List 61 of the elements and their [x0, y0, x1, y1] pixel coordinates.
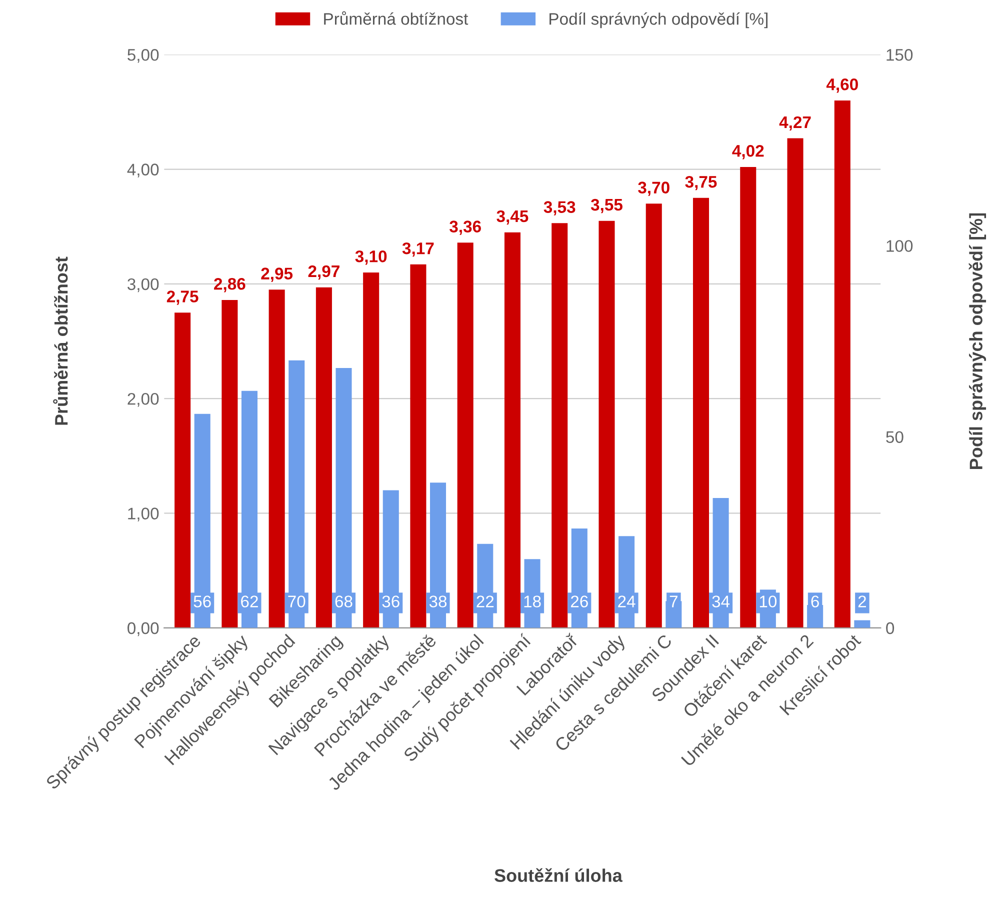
bar	[504, 232, 520, 628]
data-label: 2,75	[166, 290, 198, 305]
data-label: 4,60	[826, 78, 858, 93]
x-axis-title: Soutěžní úloha	[494, 868, 623, 882]
data-label: 3,45	[496, 210, 528, 225]
y-tick-label: 0,00	[128, 622, 159, 636]
legend-label: Průměrná obtížnost	[324, 11, 468, 25]
data-label: 62	[241, 596, 258, 608]
bar	[740, 166, 756, 628]
bar	[598, 220, 615, 628]
data-label: 10	[760, 596, 777, 608]
y-tick-label: 2,00	[128, 392, 159, 407]
bar	[834, 100, 850, 628]
data-label: 22	[476, 596, 494, 608]
y-tick-label: 4,00	[127, 164, 159, 178]
data-label: 26	[570, 596, 588, 608]
data-label: 38	[429, 596, 447, 608]
y2-tick-label: 0	[886, 622, 894, 634]
data-label: 7	[670, 596, 678, 608]
data-label: 3,53	[544, 201, 576, 216]
bar	[787, 138, 804, 628]
data-label: 4,02	[732, 144, 764, 160]
y2-tick-label: 100	[886, 240, 913, 252]
data-label: 2,95	[261, 268, 293, 282]
data-label: 2,97	[308, 265, 340, 280]
bar	[692, 198, 710, 628]
data-label: 3,17	[402, 242, 434, 257]
data-label: 2	[858, 596, 866, 608]
data-label: 34	[712, 596, 730, 608]
y-tick-label: 1,00	[128, 508, 159, 522]
data-label: 3,36	[450, 220, 481, 235]
y2-tick-label: 150	[886, 49, 913, 61]
data-label: 24	[618, 596, 636, 608]
data-label: 3,75	[685, 176, 717, 190]
bar	[222, 300, 238, 628]
data-label: 2,86	[214, 278, 246, 292]
data-label: 4,27	[779, 116, 811, 131]
y2-tick-label: 50	[886, 431, 904, 444]
y-axis-title: Průměrná obtížnost	[53, 256, 68, 425]
data-label: 36	[382, 596, 400, 608]
data-label: 3,55	[590, 198, 622, 214]
bar	[316, 287, 332, 628]
data-label: 68	[335, 596, 352, 608]
data-label: 3,10	[355, 250, 387, 265]
data-label: 18	[524, 596, 541, 608]
bar	[174, 312, 191, 628]
data-label: 56	[194, 596, 211, 608]
bar	[854, 620, 870, 628]
bar	[410, 264, 426, 628]
y2-axis-title: Podíl správných odpovědí [%]	[968, 213, 986, 469]
legend-label: Podíl správných odpovědí [%]	[550, 12, 768, 28]
data-label: 70	[288, 596, 306, 608]
bar	[552, 223, 568, 628]
bar	[268, 290, 285, 628]
data-label: 3,70	[638, 182, 670, 196]
y-tick-label: 3,00	[128, 278, 159, 292]
y-tick-label: 5,00	[128, 49, 159, 63]
bar	[646, 204, 662, 628]
bar	[363, 272, 380, 628]
data-label: 6	[811, 596, 819, 608]
bar	[457, 242, 474, 628]
